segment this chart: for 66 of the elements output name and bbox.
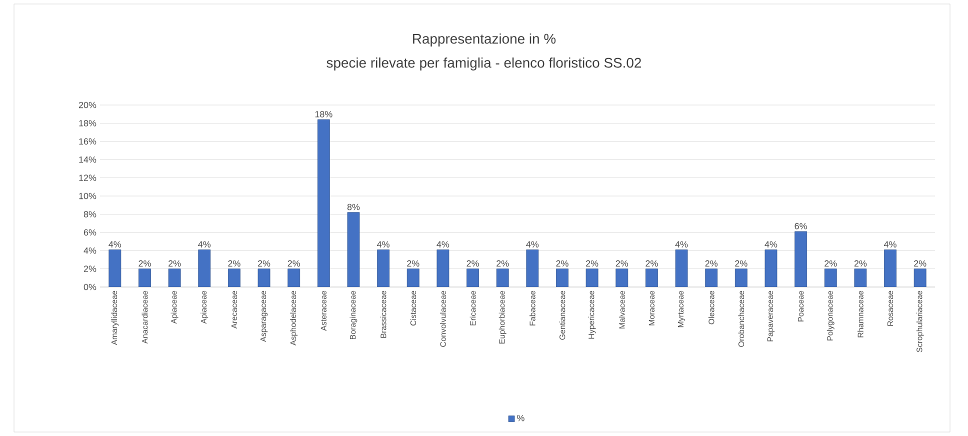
bar — [347, 212, 360, 287]
data-label: 2% — [586, 260, 598, 267]
bar — [734, 268, 748, 287]
bar — [496, 268, 509, 287]
data-label: 2% — [258, 260, 270, 267]
bar — [824, 268, 837, 287]
data-label: 6% — [794, 222, 807, 230]
bar — [705, 268, 718, 287]
bar — [108, 249, 122, 287]
bar — [138, 268, 151, 287]
data-label: 2% — [735, 260, 748, 267]
chart-subtitle: specie rilevate per famiglia - elenco floristico SS.02 — [326, 57, 642, 70]
bar — [406, 268, 420, 287]
y-tick-label: 4% — [84, 247, 96, 254]
data-label: 4% — [764, 241, 778, 248]
bar — [646, 268, 658, 287]
data-label: 2% — [854, 260, 867, 267]
y-tick-label: 2% — [84, 266, 96, 272]
y-tick-label: 0% — [84, 284, 96, 290]
data-label: 4% — [377, 241, 390, 248]
chart-title: Rappresentazione in % — [413, 33, 556, 46]
bar — [764, 249, 778, 287]
data-label: 4% — [675, 241, 688, 248]
bar — [914, 268, 926, 287]
bar — [884, 249, 896, 287]
bar — [317, 119, 330, 287]
y-tick-label: 18% — [79, 120, 96, 126]
data-label: 2% — [705, 260, 718, 267]
bar — [616, 268, 628, 287]
bar — [794, 231, 808, 287]
data-label: 4% — [108, 241, 122, 248]
data-label: 2% — [466, 260, 479, 267]
y-tick-label: 8% — [84, 211, 96, 218]
y-tick-label: 20% — [78, 102, 96, 108]
data-label: 2% — [914, 260, 926, 267]
bar — [556, 268, 568, 287]
data-label: 2% — [824, 260, 837, 267]
y-tick-label: 16% — [79, 138, 96, 145]
data-label: 2% — [168, 260, 181, 267]
bar — [675, 249, 688, 287]
data-label: 2% — [616, 260, 628, 267]
data-label: 2% — [407, 260, 420, 267]
data-label: 4% — [436, 241, 450, 248]
y-tick-label: 10% — [79, 192, 96, 200]
data-label: 4% — [526, 241, 539, 248]
data-label: 18% — [315, 111, 332, 118]
data-label: 2% — [556, 260, 568, 267]
data-label: 4% — [884, 241, 896, 248]
legend-label: % — [517, 414, 524, 422]
data-label: 2% — [228, 260, 240, 267]
bar — [466, 268, 479, 287]
data-label: 2% — [288, 260, 300, 267]
bar — [198, 249, 211, 287]
y-tick-label: 14% — [79, 156, 96, 163]
bar — [436, 249, 450, 287]
data-label: 2% — [138, 260, 151, 267]
data-label: 2% — [646, 260, 658, 267]
bar — [377, 249, 390, 287]
y-tick-label: 6% — [84, 229, 96, 236]
bar — [288, 268, 300, 287]
data-label: 8% — [347, 204, 360, 210]
bar — [526, 249, 539, 287]
y-tick-label: 12% — [79, 174, 96, 181]
data-label: 4% — [198, 241, 211, 248]
data-label: 2% — [496, 260, 509, 267]
bar — [228, 268, 240, 287]
